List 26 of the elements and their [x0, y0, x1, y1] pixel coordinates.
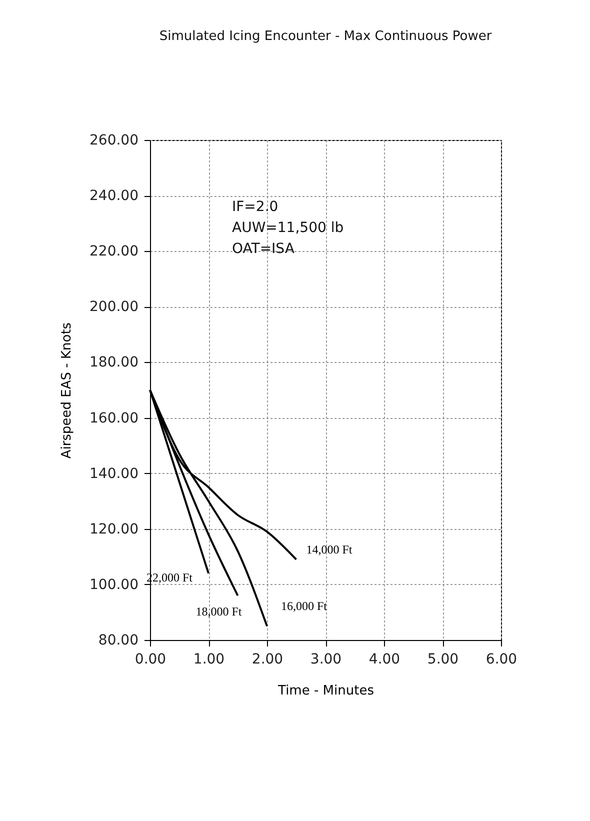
series-label: 18,000 Ft: [196, 604, 242, 619]
y-tick-label: 100.00: [90, 576, 138, 593]
x-axis-title: Time - Minutes: [277, 684, 374, 698]
y-tick-label: 240.00: [90, 188, 138, 204]
x-tick-label: 6.00: [486, 652, 518, 668]
annotation: AUW=11,500 lb: [232, 220, 344, 236]
y-tick-label: 260.00: [90, 132, 138, 148]
y-tick-label: 140.00: [90, 466, 138, 482]
x-tick-label: 0.00: [134, 652, 166, 668]
y-tick-label: 120.00: [90, 521, 138, 538]
annotation: OAT=ISA: [232, 241, 295, 257]
annotation: IF=2.0: [232, 199, 278, 215]
y-tick-label: 180.00: [90, 354, 138, 371]
x-tick-label: 2.00: [252, 652, 284, 668]
x-tick-label: 5.00: [427, 652, 459, 668]
y-tick-label: 160.00: [90, 410, 138, 426]
y-axis-title: Airspeed EAS - Knots: [60, 322, 75, 459]
y-tick-label: 80.00: [98, 632, 138, 648]
y-tick-label: 200.00: [90, 299, 138, 316]
x-tick-label: 3.00: [310, 652, 342, 668]
chart-title: Simulated Icing Encounter - Max Continuous Power: [159, 29, 492, 44]
series-label: 16,000 Ft: [281, 599, 328, 614]
x-tick-label: 1.00: [193, 652, 225, 668]
series-label: 14,000 Ft: [306, 542, 353, 556]
x-tick-label: 4.00: [368, 652, 400, 668]
y-tick-label: 220.00: [90, 244, 138, 260]
